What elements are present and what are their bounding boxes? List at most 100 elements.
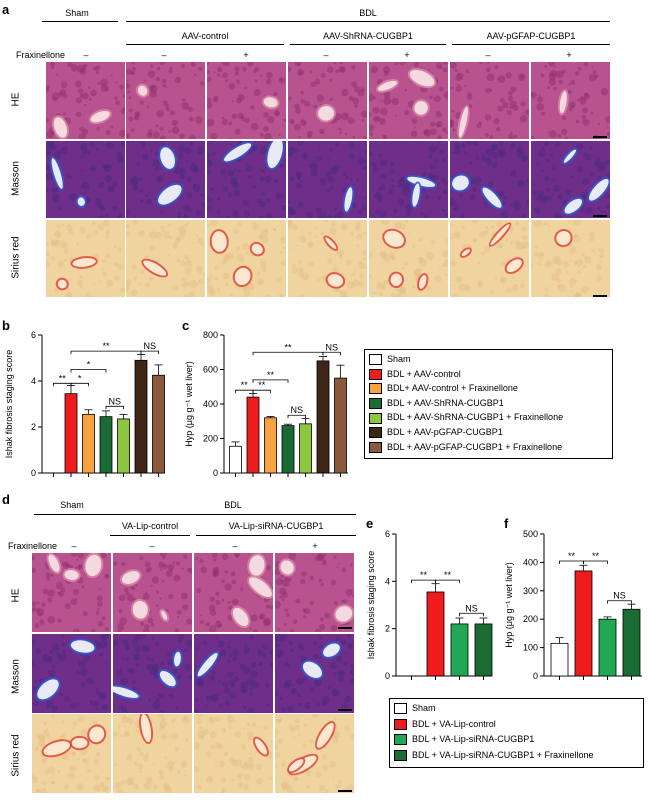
legend-swatch <box>369 412 382 424</box>
bdl-header-line <box>110 514 356 515</box>
frax-sign: + <box>243 50 249 60</box>
legend-item: BDL + AAV-ShRNA-CUGBP1 + Fraxinellone <box>369 412 563 424</box>
bar <box>598 618 617 677</box>
significance-bracket <box>459 612 484 617</box>
bar <box>474 623 493 677</box>
sham-header-line <box>42 21 118 22</box>
histology-image-sirius <box>450 220 529 297</box>
histology-image-sirius <box>46 220 125 297</box>
legend-item: BDL + VA-Lip-siRNA-CUGBP1 <box>394 734 534 746</box>
bdl-header-line <box>126 21 610 22</box>
bar <box>152 374 165 474</box>
panel-label-f: f <box>504 516 509 531</box>
group-header-aav-pgfap: AAV-pGFAP-CUGBP1 <box>486 31 576 41</box>
histology-image-masson <box>207 141 286 218</box>
histology-image-masson <box>531 141 610 218</box>
frax-sign: – <box>323 50 329 60</box>
bar <box>246 396 260 474</box>
significance-bracket <box>607 600 632 604</box>
bar <box>281 425 295 474</box>
legend-item: BDL + VA-Lip-siRNA-CUGBP1 + Fraxinellone <box>394 750 594 761</box>
legend-label: BDL + AAV-pGFAP-CUGBP1 <box>387 427 503 437</box>
significance-bracket <box>559 560 584 564</box>
histology-image-masson <box>32 634 111 713</box>
significance-label: ** <box>102 341 110 351</box>
scale-bar <box>338 709 352 711</box>
bar <box>64 393 78 474</box>
legend-item: BDL + AAV-pGFAP-CUGBP1 + Fraxinellone <box>369 442 562 453</box>
significance-label: NS <box>465 603 478 613</box>
row-label-sirius-red: Sirius red <box>10 236 22 279</box>
significance-label: * <box>87 360 91 370</box>
y-tick-label: 200 <box>523 614 538 624</box>
legend-label: Sham <box>412 703 436 713</box>
legend-label: BDL + AAV-ShRNA-CUGBP1 <box>387 397 504 408</box>
group-header-va-lip-sirna: VA-Lip-siRNA-CUGBP1 <box>228 521 324 531</box>
significance-label: ** <box>444 570 452 580</box>
y-tick-label: 6 <box>385 529 390 539</box>
significance-label: * <box>78 373 82 383</box>
group-header-aav-control: AAV-control <box>181 31 229 41</box>
legend-swatch <box>369 354 382 366</box>
y-tick-label: 100 <box>523 643 538 653</box>
y-axis-label: Ishak fibrosis staging score <box>366 551 376 660</box>
sham-header-line <box>34 514 110 515</box>
legend-label: BDL + VA-Lip-control <box>412 718 496 729</box>
significance-bracket <box>583 560 608 564</box>
y-tick-label: 0 <box>213 468 218 478</box>
y-axis-label: Ishak fibrosis staging score <box>4 350 14 459</box>
y-tick-label: 0 <box>533 671 538 681</box>
significance-bracket <box>105 405 124 410</box>
y-tick-label: 400 <box>203 399 218 409</box>
legend-label: Sham <box>387 354 411 364</box>
legend-bottom: Sham BDL + VA-Lip-control BDL + VA-Lip-siR… <box>389 698 644 768</box>
frax-sign: – <box>71 541 77 551</box>
scale-bar <box>593 295 607 297</box>
significance-label: NS <box>143 341 156 351</box>
significance-label: ** <box>241 380 249 390</box>
bar <box>450 623 469 677</box>
bar <box>82 413 95 474</box>
chart-f: 0 100 200 300 400 500 Hyp (μg g⁻¹ wet liver) **… <box>504 529 642 681</box>
histology-image-he <box>126 62 205 139</box>
fraxinellone-label: Fraxinellone <box>8 541 58 551</box>
histology-image-he <box>194 553 273 632</box>
legend-swatch <box>369 441 382 453</box>
panel-label-e: e <box>366 516 374 531</box>
histology-image-sirius <box>113 714 192 793</box>
scale-bar <box>338 627 352 629</box>
frax-sign: – <box>83 50 89 60</box>
histology-image-masson <box>369 141 448 218</box>
legend-label: BDL + AAV-pGFAP-CUGBP1 + Fraxinellone <box>387 441 563 452</box>
legend-swatch <box>394 703 407 715</box>
bar <box>334 377 347 474</box>
bar <box>574 570 593 677</box>
histology-image-masson <box>46 141 125 218</box>
panel-label-b: b <box>2 318 10 333</box>
histology-image-he <box>288 62 367 139</box>
y-tick-label: 600 <box>203 365 218 375</box>
significance-label: ** <box>592 551 600 561</box>
y-tick-label: 0 <box>385 671 390 681</box>
panel-label-d: d <box>2 492 10 507</box>
sham-header: Sham <box>60 500 84 510</box>
histology-image-sirius <box>32 714 111 793</box>
histology-image-he <box>450 62 529 139</box>
histology-image-masson <box>194 634 273 713</box>
legend-swatch <box>394 749 407 761</box>
y-tick-label: 500 <box>523 529 538 539</box>
histology-image-sirius <box>288 220 367 297</box>
y-tick-label: 4 <box>31 376 36 386</box>
significance-label: NS <box>290 405 303 415</box>
group-line-5 <box>196 535 356 536</box>
y-axis-label: Hyp (μg g⁻¹ wet liver) <box>184 361 194 446</box>
legend-top: Sham BDL + AAV-control BDL+ AAV-control + … <box>364 349 613 459</box>
y-tick-label: 2 <box>385 624 390 634</box>
legend-swatch <box>394 718 407 730</box>
panel-label-c: c <box>182 318 190 333</box>
significance-bracket <box>411 579 436 584</box>
histology-image-masson <box>126 141 205 218</box>
significance-label: NS <box>613 591 626 601</box>
group-header-va-lip-control: VA-Lip-control <box>121 521 179 531</box>
histology-image-masson <box>275 634 354 713</box>
